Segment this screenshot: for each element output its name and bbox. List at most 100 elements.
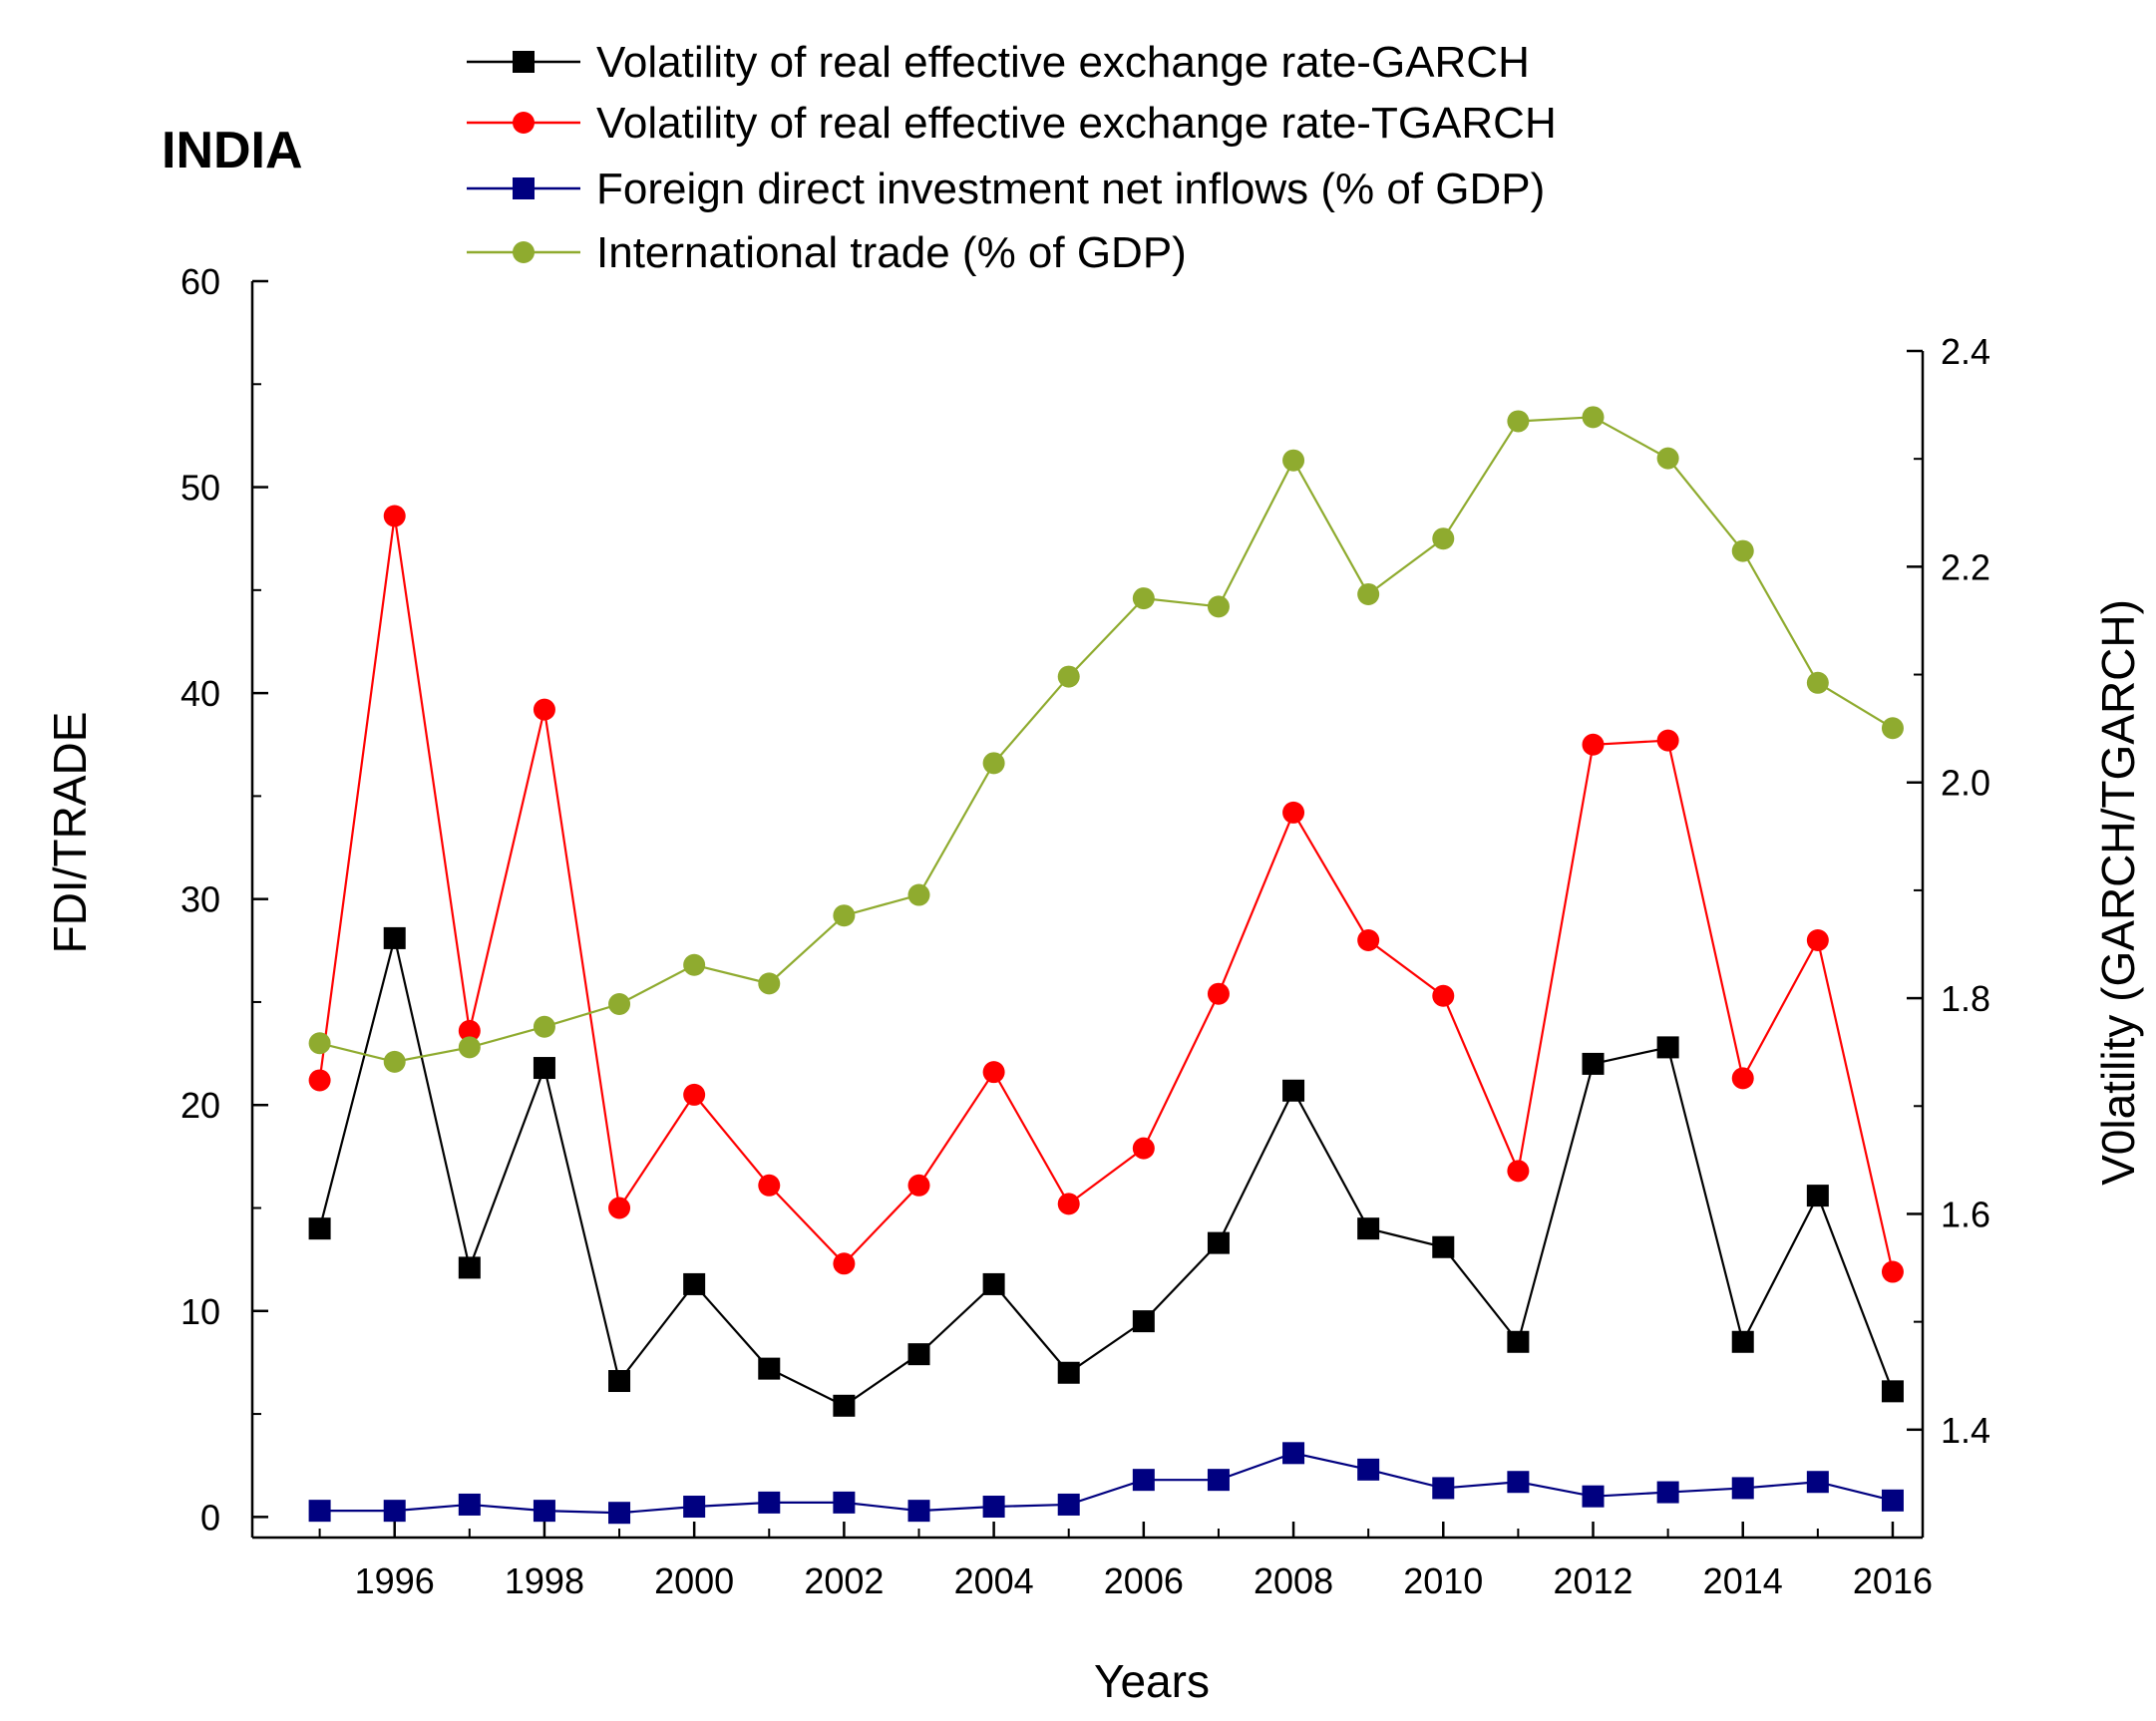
left-tick-label: 50 — [180, 468, 220, 509]
series-1-point — [1656, 1036, 1679, 1059]
series-3-point — [758, 1491, 781, 1514]
series-3-point — [1731, 1477, 1754, 1500]
series-3-point — [683, 1496, 706, 1519]
series-2-point — [833, 1252, 856, 1275]
series-2-line — [318, 516, 1895, 1272]
series-3-point — [458, 1493, 481, 1516]
series-3-point — [1582, 1485, 1605, 1508]
legend-marker — [513, 51, 535, 73]
series-4-point — [1881, 717, 1904, 740]
chart-legend: Volatility of real effective exchange ra… — [467, 38, 1557, 277]
chart-axes — [250, 281, 1925, 1540]
series-1-point — [383, 926, 406, 949]
series-1-point — [1806, 1185, 1829, 1207]
series-2-point — [308, 1069, 331, 1092]
right-tick-label: 2.0 — [1941, 763, 1990, 804]
series-2-point — [1057, 1193, 1080, 1215]
x-tick-label: 1996 — [355, 1560, 435, 1601]
series-1-point — [833, 1394, 856, 1417]
series-4-point — [533, 1015, 555, 1038]
series-4-point — [458, 1036, 481, 1059]
series-4-point — [982, 752, 1005, 775]
series-4 — [308, 406, 1904, 1073]
legend-marker — [513, 177, 535, 199]
series-3-point — [1207, 1469, 1230, 1492]
series-3-point — [1132, 1469, 1155, 1492]
series-2-point — [1656, 729, 1679, 752]
x-tick-label: 2006 — [1104, 1560, 1184, 1601]
series-4-point — [1057, 665, 1080, 688]
series-1-point — [683, 1272, 706, 1295]
series-4-point — [1582, 406, 1605, 429]
left-tick-label: 10 — [180, 1291, 220, 1332]
right-tick-label: 2.4 — [1941, 331, 1990, 372]
x-tick-label: 1998 — [505, 1560, 584, 1601]
left-tick-label: 30 — [180, 879, 220, 920]
series-2-point — [1881, 1260, 1904, 1283]
series-1-point — [1582, 1052, 1605, 1075]
series-1-point — [758, 1357, 781, 1380]
series-3-point — [608, 1502, 631, 1525]
legend-marker — [513, 241, 535, 263]
series-3-point — [1806, 1471, 1829, 1494]
series-1-point — [907, 1343, 930, 1366]
series-3-point — [1881, 1489, 1904, 1512]
legend-label: International trade (% of GDP) — [596, 228, 1187, 277]
series-2-point — [1507, 1160, 1530, 1183]
series-3-point — [907, 1500, 930, 1523]
right-axis-label: V0latility (GARCH/TGARCH) — [2092, 599, 2144, 1186]
series-1-point — [1881, 1380, 1904, 1403]
series-4-point — [308, 1032, 331, 1055]
x-tick-label: 2002 — [804, 1560, 884, 1601]
series-2-point — [1357, 928, 1380, 951]
left-tick-label: 40 — [180, 673, 220, 714]
series-1-point — [458, 1256, 481, 1279]
series-3-point — [1656, 1481, 1679, 1504]
series-1-point — [533, 1057, 555, 1080]
series-1-point — [1132, 1310, 1155, 1333]
legend-label: Volatility of real effective exchange ra… — [596, 99, 1557, 148]
left-tick-label: 60 — [180, 261, 220, 302]
series-3 — [308, 1442, 1904, 1525]
series-2-point — [1282, 801, 1305, 824]
series-3-point — [1432, 1477, 1455, 1500]
series-2-point — [1806, 928, 1829, 951]
series-4-point — [683, 953, 706, 976]
series-4-point — [1132, 587, 1155, 610]
series-2-point — [533, 698, 555, 721]
series-1-point — [1432, 1235, 1455, 1258]
series-1-point — [308, 1217, 331, 1240]
legend-marker — [513, 112, 535, 134]
series-1-point — [982, 1272, 1005, 1295]
series-3-point — [833, 1491, 856, 1514]
x-axis-ticks: 1996 1998 2000 2002 2004 2006 2008 2010 2012 2014… — [318, 1522, 1933, 1601]
x-tick-label: 2000 — [654, 1560, 734, 1601]
x-tick-label: 2010 — [1403, 1560, 1483, 1601]
series-4-point — [608, 993, 631, 1016]
right-tick-label: 2.2 — [1941, 546, 1990, 587]
x-tick-label: 2008 — [1254, 1560, 1333, 1601]
series-1-point — [1357, 1217, 1380, 1240]
right-tick-label: 1.6 — [1941, 1194, 1990, 1234]
series-1-point — [1731, 1330, 1754, 1353]
series-3-point — [1507, 1471, 1530, 1494]
series-1-point — [1207, 1231, 1230, 1254]
legend-label: Volatility of real effective exchange ra… — [596, 38, 1530, 87]
series-2-point — [458, 1019, 481, 1042]
left-axis-ticks: 0 10 20 30 40 50 60 — [180, 261, 268, 1538]
series-4-point — [833, 904, 856, 927]
chart-series — [308, 406, 1904, 1525]
series-2-point — [383, 505, 406, 527]
series-4-point — [907, 883, 930, 906]
left-tick-label: 0 — [200, 1497, 220, 1538]
series-2-point — [608, 1197, 631, 1219]
series-2-point — [683, 1083, 706, 1106]
series-4-point — [1282, 449, 1305, 472]
series-3-point — [1057, 1493, 1080, 1516]
series-2-point — [1582, 733, 1605, 756]
series-1-point — [1282, 1079, 1305, 1102]
legend-label: Foreign direct investment net inflows (%… — [596, 165, 1545, 213]
series-2-point — [1132, 1137, 1155, 1160]
left-tick-label: 20 — [180, 1085, 220, 1126]
legend-item: Volatility of real effective exchange ra… — [467, 99, 1557, 148]
